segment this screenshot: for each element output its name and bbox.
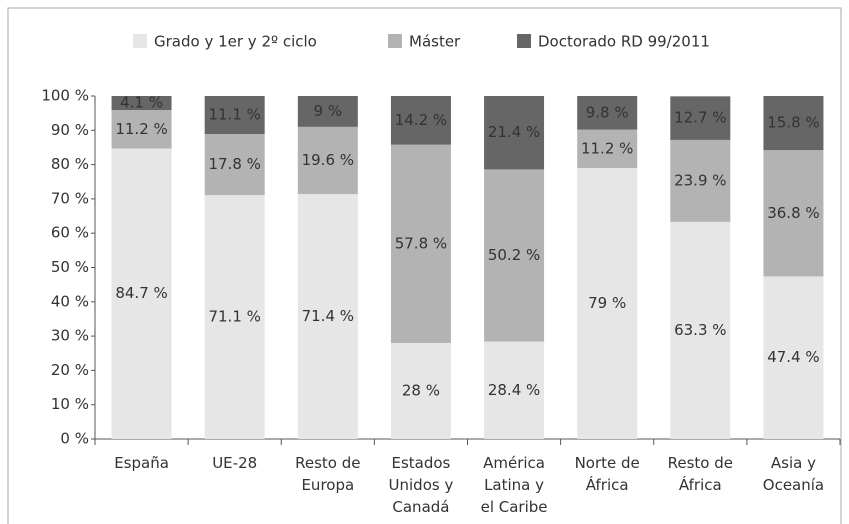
legend-swatch	[133, 34, 147, 48]
bar-segment	[390, 342, 451, 439]
value-label: 15.8 %	[767, 114, 819, 132]
value-label: 71.4 %	[302, 307, 354, 325]
legend-label: Máster	[409, 33, 461, 51]
value-label: 50.2 %	[488, 246, 540, 264]
x-tick-label: UE-28	[212, 454, 257, 472]
bar-segment	[577, 129, 638, 169]
bar-segment	[297, 194, 358, 439]
bar-segment	[577, 168, 638, 439]
bar-segment	[111, 110, 172, 149]
legend-swatch	[388, 34, 402, 48]
value-label: 11.2 %	[115, 120, 167, 138]
value-label: 4.1 %	[120, 94, 163, 112]
value-label: 23.9 %	[674, 171, 726, 189]
value-label: 9 %	[314, 102, 343, 120]
value-label: 12.7 %	[674, 109, 726, 127]
bar-segment	[297, 126, 358, 195]
y-tick-label: 70 %	[51, 189, 89, 207]
bar-segment	[390, 144, 451, 343]
bar-segment	[670, 139, 731, 222]
y-tick-label: 100 %	[41, 87, 89, 105]
value-label: 19.6 %	[302, 151, 354, 169]
legend-label: Grado y 1er y 2º ciclo	[154, 33, 317, 51]
y-tick-label: 20 %	[51, 361, 89, 379]
x-tick-label: Asia y Oceanía	[763, 454, 824, 494]
y-tick-label: 10 %	[51, 395, 89, 413]
value-label: 36.8 %	[767, 204, 819, 222]
value-label: 21.4 %	[488, 123, 540, 141]
value-label: 28 %	[402, 381, 440, 399]
value-label: 17.8 %	[208, 155, 260, 173]
bar-segment	[484, 169, 545, 342]
y-tick-label: 40 %	[51, 292, 89, 310]
x-tick-label: Resto de Europa	[295, 454, 360, 494]
value-label: 63.3 %	[674, 321, 726, 339]
bar-segment	[763, 96, 824, 151]
bar-segment	[763, 276, 824, 439]
value-label: 9.8 %	[586, 103, 629, 121]
bar-segment	[670, 221, 731, 439]
x-tick-label: España	[114, 454, 169, 472]
bar-segment	[763, 150, 824, 277]
y-tick-label: 90 %	[51, 121, 89, 139]
bar-segment	[111, 96, 172, 111]
bar-segment	[577, 96, 638, 130]
bar-segment	[670, 96, 731, 140]
bar-segment	[390, 96, 451, 145]
bar-segment	[111, 148, 172, 439]
x-tick-label: Estados Unidos y Canadá	[389, 454, 454, 516]
legend-swatch	[517, 34, 531, 48]
value-label: 11.2 %	[581, 139, 633, 157]
bar-segment	[204, 195, 265, 439]
x-tick-label: Norte de África	[575, 454, 640, 494]
value-label: 28.4 %	[488, 381, 540, 399]
y-tick-label: 60 %	[51, 224, 89, 242]
x-tick-label: América Latina y el Caribe	[481, 454, 548, 516]
value-label: 84.7 %	[115, 284, 167, 302]
bar-segment	[204, 96, 265, 135]
y-tick-label: 50 %	[51, 258, 89, 276]
y-tick-label: 80 %	[51, 155, 89, 173]
x-tick-label: Resto de África	[668, 454, 733, 494]
value-label: 47.4 %	[767, 348, 819, 366]
value-label: 71.1 %	[208, 308, 260, 326]
bar-segment	[204, 134, 265, 196]
bar-segment	[484, 341, 545, 439]
y-tick-label: 30 %	[51, 327, 89, 345]
value-label: 14.2 %	[395, 111, 447, 129]
frame	[7, 7, 842, 524]
bar-segment	[297, 96, 358, 127]
y-tick-label: 0 %	[60, 430, 89, 448]
legend-label: Doctorado RD 99/2011	[538, 33, 710, 51]
value-label: 11.1 %	[208, 106, 260, 124]
value-label: 57.8 %	[395, 234, 447, 252]
value-label: 79 %	[588, 294, 626, 312]
bar-segment	[484, 96, 545, 170]
